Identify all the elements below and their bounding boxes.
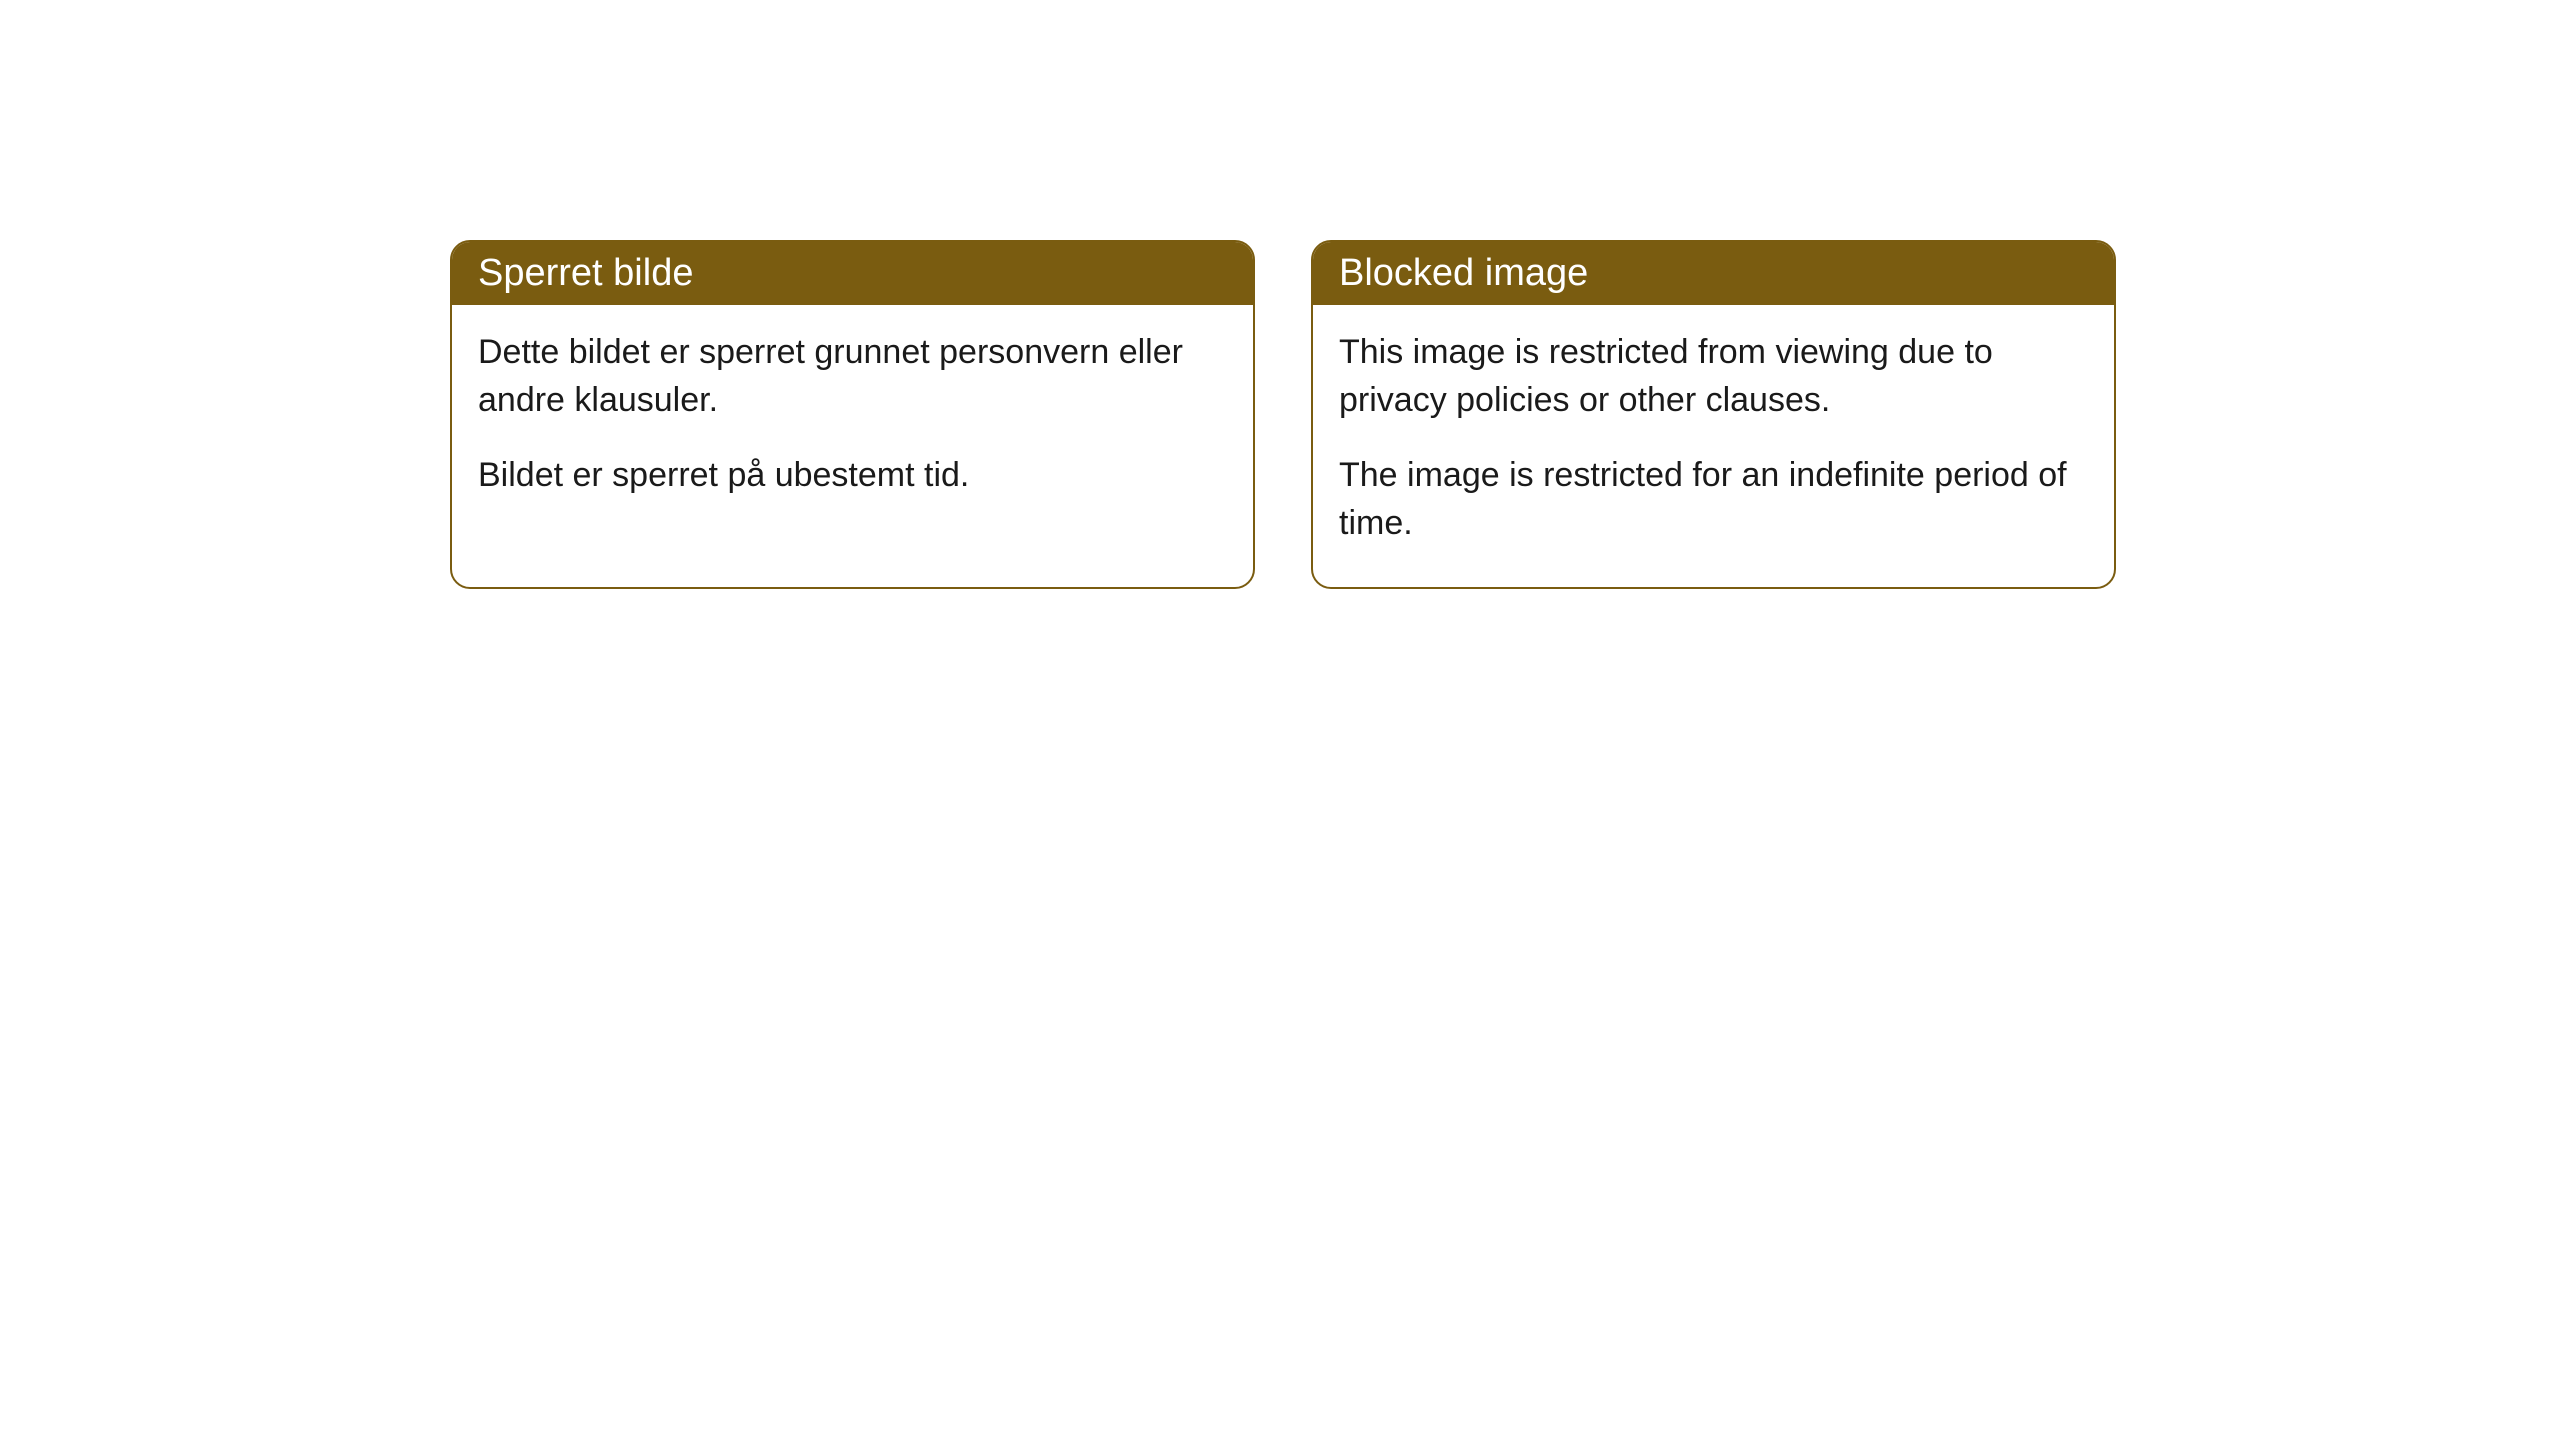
card-title-norwegian: Sperret bilde [478, 252, 693, 294]
card-paragraph-1-norwegian: Dette bildet er sperret grunnet personve… [478, 329, 1227, 424]
card-header-english: Blocked image [1313, 242, 2114, 305]
card-english: Blocked image This image is restricted f… [1311, 240, 2116, 589]
card-header-norwegian: Sperret bilde [452, 242, 1253, 305]
card-title-english: Blocked image [1339, 252, 1588, 294]
card-paragraph-2-norwegian: Bildet er sperret på ubestemt tid. [478, 452, 1227, 500]
card-body-english: This image is restricted from viewing du… [1313, 305, 2114, 587]
cards-container: Sperret bilde Dette bildet er sperret gr… [450, 240, 2116, 589]
card-paragraph-1-english: This image is restricted from viewing du… [1339, 329, 2088, 424]
card-paragraph-2-english: The image is restricted for an indefinit… [1339, 452, 2088, 547]
card-norwegian: Sperret bilde Dette bildet er sperret gr… [450, 240, 1255, 589]
card-body-norwegian: Dette bildet er sperret grunnet personve… [452, 305, 1253, 540]
